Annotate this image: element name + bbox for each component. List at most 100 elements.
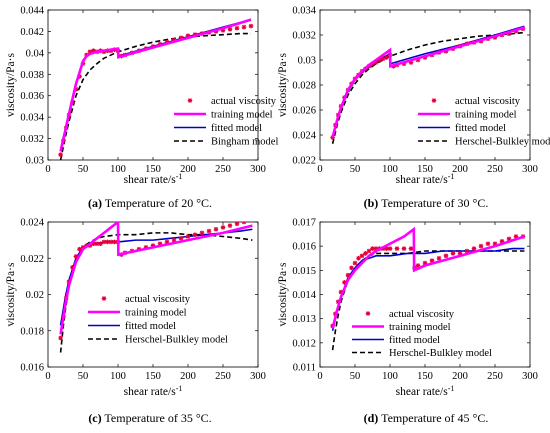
data-point [356, 255, 361, 261]
legend-swatch-actual-viscosity [431, 98, 437, 103]
series-line-training-model [59, 18, 252, 152]
data-point [499, 239, 505, 244]
data-point [185, 33, 191, 39]
data-point [450, 251, 456, 256]
legend-label-actual-viscosity: actual viscosity [389, 309, 455, 320]
data-point [58, 152, 63, 157]
y-axis-label: viscosity/Pa·s [5, 53, 17, 117]
data-point [436, 255, 442, 261]
panel-caption: (c) Temperature of 35 °C. [88, 411, 211, 425]
x-tick-label: 100 [110, 371, 126, 382]
data-point [80, 245, 86, 250]
chart-panel-b: 0 50 100 150 200 250 300 0.022 0.024 0.026 0.028 0.… [277, 6, 550, 211]
series-line-training-model [331, 226, 525, 329]
data-point [429, 258, 435, 263]
panel-caption-tag: (c) [88, 411, 101, 425]
plot-area [58, 18, 254, 160]
series-line-herschel-bulkley-model [331, 31, 525, 144]
chart-panel-c: 0 50 100 150 200 250 300 0.016 0.018 0.02 0.022 0.0… [5, 218, 266, 426]
data-point [164, 39, 170, 45]
data-point [513, 234, 519, 239]
data-point [363, 251, 368, 256]
data-point [422, 260, 428, 266]
legend-label-actual-viscosity: actual viscosity [125, 294, 191, 305]
panel-caption: (b) Temperature of 30 °C. [364, 196, 489, 210]
data-point [384, 55, 389, 60]
legend-label-fitted-model: fitted model [211, 123, 262, 134]
data-point [248, 23, 254, 29]
x-tick-label: 150 [417, 164, 433, 175]
x-axis-label-superscript: -1 [176, 172, 183, 181]
data-point [443, 253, 449, 259]
panel-caption-tag: (d) [364, 411, 379, 425]
data-point [70, 265, 75, 270]
data-point [415, 263, 421, 268]
data-point [105, 239, 110, 245]
y-tick-label: 0.015 [292, 266, 316, 277]
y-tick-label: 0.011 [293, 363, 316, 374]
y-tick-label: 0.042 [20, 27, 44, 38]
y-tick-label: 0.013 [292, 314, 316, 325]
x-tick-label: 50 [350, 371, 361, 382]
data-point [91, 241, 96, 247]
x-tick-label: 300 [250, 371, 266, 382]
x-tick-label: 200 [452, 164, 468, 175]
x-tick-label: 150 [145, 164, 161, 175]
data-point [359, 253, 365, 259]
panel-caption: (d) Temperature of 45 °C. [364, 411, 489, 425]
legend-label-herschel-bulkley-model: Herschel-Bulkley model [455, 137, 550, 148]
data-point [112, 239, 117, 245]
x-axis-label: shear rate/s-1 [396, 172, 455, 186]
x-tick-label: 150 [417, 371, 433, 382]
y-tick-label: 0.024 [20, 218, 44, 229]
y-tick-label: 0.028 [292, 81, 316, 92]
data-point [408, 60, 414, 65]
data-point [387, 246, 393, 251]
data-point [234, 222, 240, 227]
series-line-training-model [59, 222, 253, 335]
y-tick-label: 0.012 [292, 338, 316, 349]
data-point [394, 246, 400, 251]
y-tick-label: 0.024 [292, 131, 316, 142]
x-tick-label: 250 [215, 164, 231, 175]
y-tick-label: 0.022 [292, 156, 316, 167]
data-point [349, 265, 354, 271]
panel-caption-text: Temperature of 30 °C. [378, 196, 488, 210]
y-tick-label: 0.026 [292, 106, 316, 117]
data-point [408, 246, 414, 251]
data-point [338, 289, 344, 295]
x-axis-label: shear rate/s-1 [396, 384, 455, 398]
y-tick-label: 0.034 [292, 6, 316, 17]
legend: actual viscosity training model fitted mod… [352, 309, 492, 359]
legend-label-training-model: training model [389, 322, 451, 333]
x-tick-label: 50 [78, 371, 89, 382]
data-point [157, 241, 163, 247]
data-point [101, 239, 107, 245]
y-tick-label: 0.044 [20, 6, 44, 17]
data-point [178, 236, 184, 241]
data-point [345, 272, 351, 278]
x-tick-label: 250 [487, 371, 503, 382]
legend-label-fitted-model: fitted model [455, 123, 506, 134]
x-tick-label: 100 [382, 164, 398, 175]
y-tick-label: 0.032 [292, 31, 316, 42]
x-tick-label: 250 [215, 371, 231, 382]
x-tick-label: 0 [317, 371, 322, 382]
x-tick-label: 300 [522, 371, 538, 382]
y-tick-label: 0.017 [292, 218, 316, 229]
panel-caption-text: Temperature of 20 °C. [102, 196, 212, 210]
data-point [199, 230, 205, 236]
data-point [227, 223, 233, 228]
data-point [164, 239, 170, 245]
legend-label-training-model: training model [455, 110, 517, 121]
y-tick-label: 0.016 [20, 363, 44, 374]
x-tick-label: 100 [110, 164, 126, 175]
y-axis-label: viscosity/Pa·s [277, 262, 289, 326]
x-axis-label-superscript: -1 [448, 384, 455, 393]
x-tick-label: 150 [145, 371, 161, 382]
plot-area [330, 25, 526, 144]
panel-caption-text: Temperature of 45 °C. [378, 411, 488, 425]
data-point [213, 226, 219, 232]
legend-label-fitted-model: fitted model [125, 321, 176, 332]
